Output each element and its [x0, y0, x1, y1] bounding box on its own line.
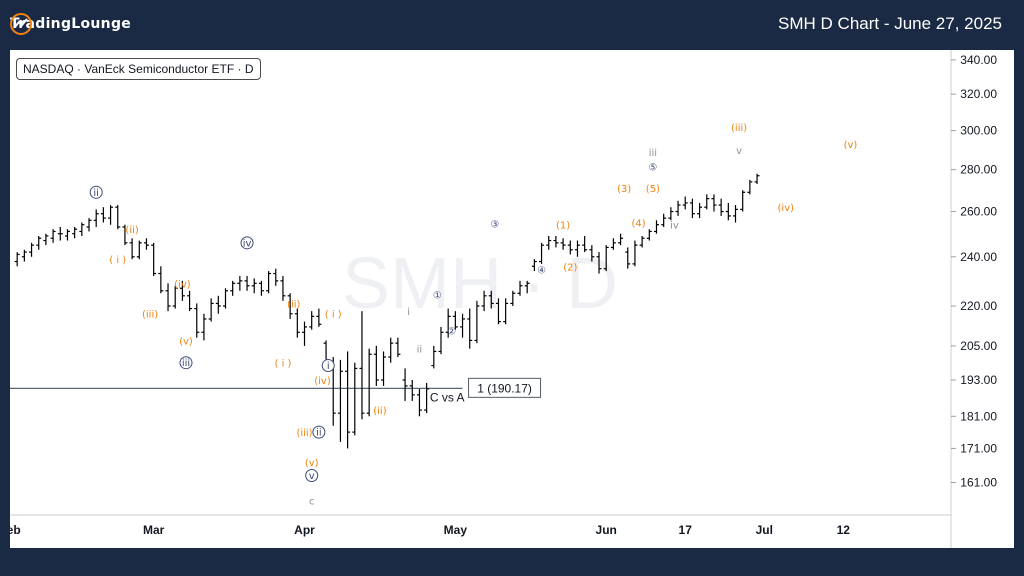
wave-label-circle [312, 425, 326, 439]
wave-label-orange: ( i ) [325, 310, 342, 321]
wave-label-circle [305, 469, 319, 483]
wave-label-navy: ⑤ [648, 163, 657, 174]
x-tick-label: Feb [10, 523, 21, 537]
wave-label-orange: (iii) [296, 428, 312, 439]
x-tick-label: 17 [679, 523, 693, 537]
brand-name: TradingLounge [10, 16, 132, 32]
wave-label-orange: (iii) [731, 123, 747, 134]
price-chart[interactable]: SMH · D 161.00 171.00 181.00 193.00 205.00 22… [10, 50, 1014, 548]
wave-label-orange: (2) [563, 262, 577, 273]
x-tick-label: Apr [294, 523, 315, 537]
wave-label-circle [179, 356, 193, 370]
wave-label-orange: (5) [646, 184, 660, 195]
wave-label-navy: ③ [490, 220, 499, 231]
wave-label-navy: v [309, 471, 315, 482]
y-tick-label: 240.00 [960, 250, 997, 264]
wave-label-circle [240, 236, 254, 250]
watermark-text: SMH · D [342, 244, 618, 324]
wave-label-orange: (3) [617, 184, 631, 195]
wave-label-navy: ① [433, 290, 442, 301]
wave-label-orange: (v) [305, 458, 319, 469]
wave-label-orange: ( i ) [274, 359, 291, 370]
x-tick-label: 12 [837, 523, 851, 537]
tradinglounge-logo-icon [10, 13, 32, 35]
wave-label-gray: ii [417, 345, 423, 356]
y-tick-label: 340.00 [960, 53, 997, 67]
wave-label-orange: (iv) [174, 279, 191, 290]
y-tick-label: 220.00 [960, 299, 997, 313]
level-label: 1 (190.17) [477, 381, 532, 395]
wave-label-gray: c [309, 496, 315, 507]
x-tick-label: Jul [756, 523, 773, 537]
y-tick-label: 161.00 [960, 475, 997, 489]
chart-area[interactable]: SMH · D 161.00 171.00 181.00 193.00 205.00 22… [10, 50, 1014, 548]
y-tick-label: 171.00 [960, 441, 997, 455]
wave-label-orange: ( i ) [109, 255, 126, 266]
y-tick-label: 181.00 [960, 409, 997, 423]
wave-label-gray: iv [670, 221, 679, 232]
wave-label-orange: (ii) [125, 225, 138, 236]
x-tick-label: May [444, 523, 468, 537]
wave-label-gray: i [407, 307, 410, 318]
y-tick-label: 300.00 [960, 124, 997, 138]
wave-label-gray: iii [649, 148, 657, 159]
x-tick-label: Mar [143, 523, 165, 537]
y-tick-label: 320.00 [960, 87, 997, 101]
level-label-box [468, 377, 542, 398]
wave-label-navy: ② [447, 327, 456, 338]
x-tick-label: Jun [596, 523, 617, 537]
wave-label-navy: iv [243, 238, 252, 249]
wave-label-orange: (iv) [314, 376, 331, 387]
wave-label-navy: ii [93, 188, 99, 199]
wave-label-navy: i [327, 361, 330, 372]
y-tick-label: 260.00 [960, 205, 997, 219]
wave-label-orange: (1) [556, 221, 570, 232]
header-bar: TradingLounge SMH D Chart - June 27, 202… [0, 0, 1024, 50]
wave-label-navy: iii [182, 358, 190, 369]
wave-label-orange: (iv) [778, 203, 795, 214]
wave-label-orange: (iii) [142, 310, 158, 321]
wave-label-navy: ii [316, 428, 322, 439]
y-tick-label: 193.00 [960, 373, 997, 387]
wave-label-circle [89, 185, 103, 199]
wave-label-orange: (ii) [287, 299, 300, 310]
wave-label-orange: (4) [631, 219, 645, 230]
wave-label-orange: (v) [179, 336, 193, 347]
level-note: C vs A [430, 390, 465, 404]
chart-title: SMH D Chart - June 27, 2025 [778, 14, 1002, 33]
y-tick-label: 205.00 [960, 339, 997, 353]
wave-label-orange: (v) [844, 140, 858, 151]
wave-label-circle [321, 359, 335, 373]
brand-logo[interactable]: TradingLounge [10, 13, 131, 35]
wave-label-orange: (ii) [373, 406, 386, 417]
y-tick-label: 280.00 [960, 163, 997, 177]
wave-label-gray: v [736, 146, 742, 157]
wave-label-navy: ④ [537, 266, 546, 277]
symbol-label[interactable]: NASDAQ · VanEck Semiconductor ETF · D [16, 58, 261, 80]
